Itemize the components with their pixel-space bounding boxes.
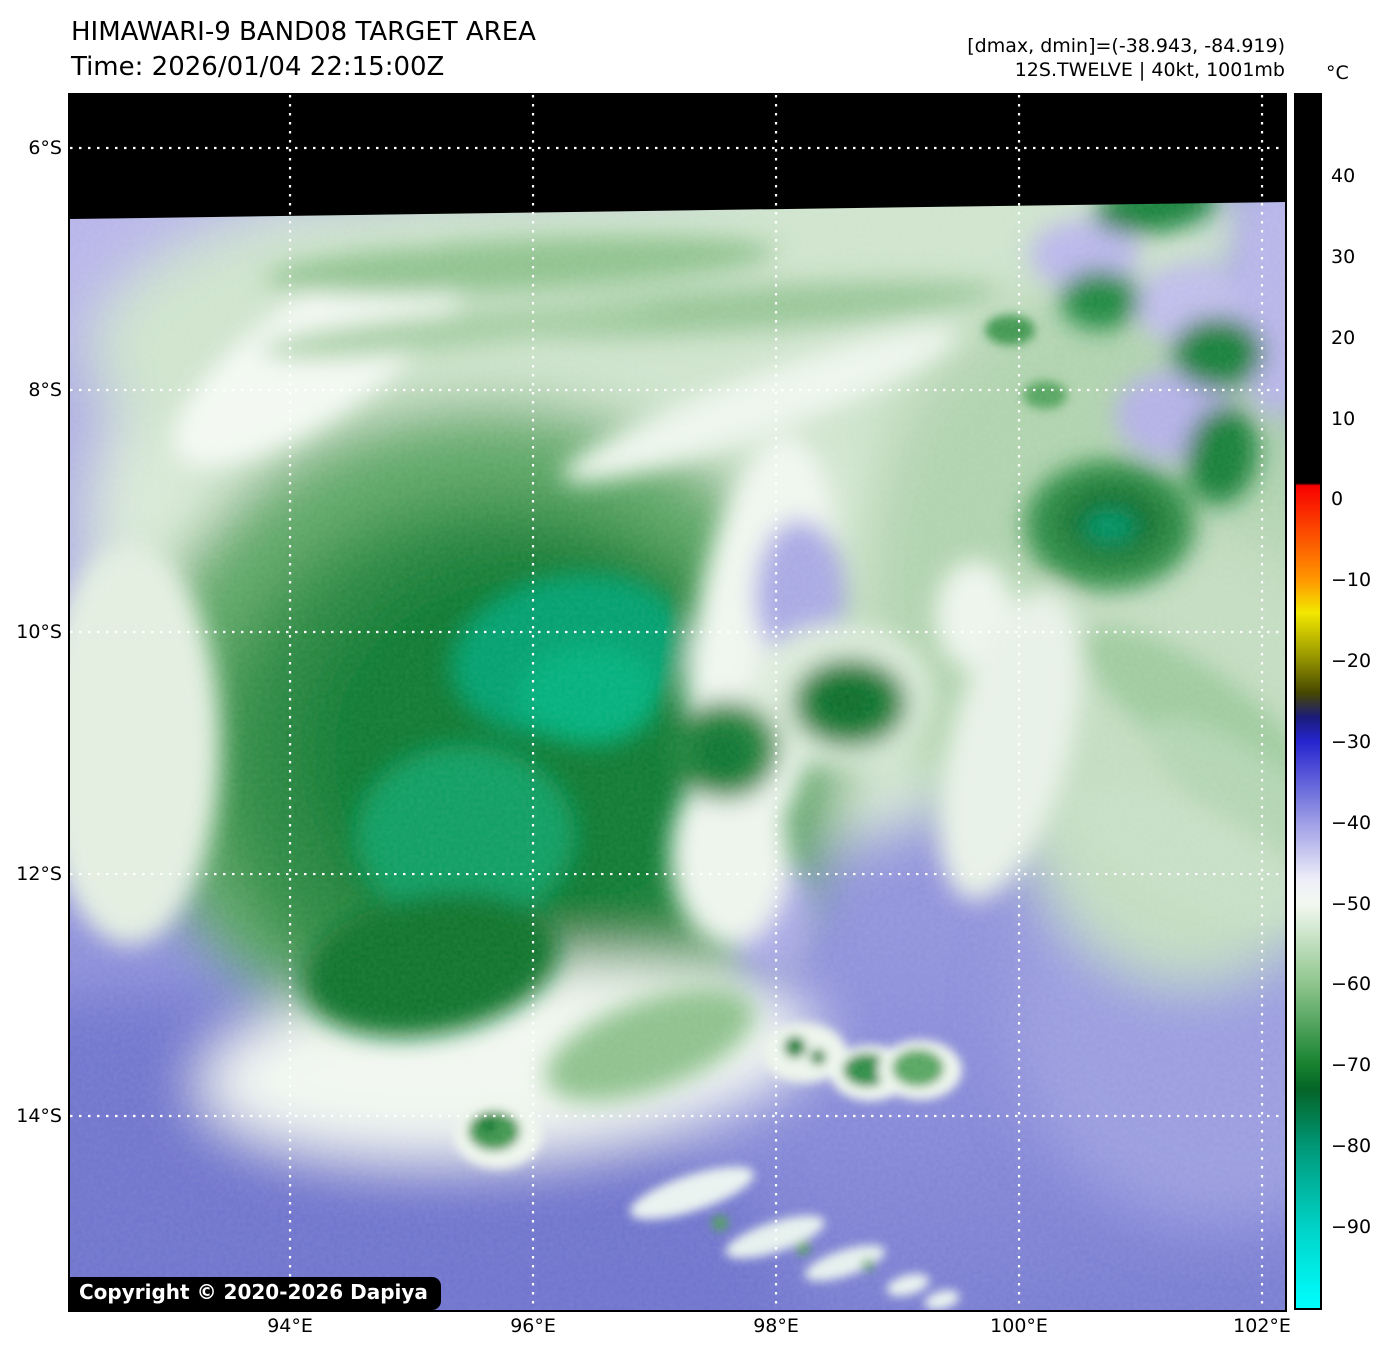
satellite-image bbox=[70, 95, 1285, 1310]
lat-tick-label: 14°S bbox=[16, 1104, 62, 1127]
lon-tick-label: 102°E bbox=[1233, 1315, 1291, 1337]
colorbar-tick-label: 40 bbox=[1331, 164, 1356, 187]
colorbar-tick-label: −10 bbox=[1331, 569, 1372, 592]
lon-tick-label: 98°E bbox=[753, 1315, 799, 1337]
range-annotation: [dmax, dmin]=(-38.943, -84.919) bbox=[967, 35, 1285, 57]
lon-tick-label: 94°E bbox=[267, 1315, 313, 1337]
lon-tick-label: 100°E bbox=[990, 1315, 1048, 1337]
colorbar-tick-label: 10 bbox=[1331, 407, 1356, 430]
colorbar-tick-label: −60 bbox=[1331, 973, 1372, 996]
colorbar-tick-label: −40 bbox=[1331, 811, 1372, 834]
lat-tick-label: 12°S bbox=[16, 863, 62, 886]
colorbar-tick-label: −50 bbox=[1331, 892, 1372, 915]
colorbar-tick-label: 0 bbox=[1331, 488, 1344, 511]
lon-tick-label: 96°E bbox=[510, 1315, 556, 1337]
annotation-block: [dmax, dmin]=(-38.943, -84.919) 12S.TWEL… bbox=[967, 34, 1285, 82]
lat-tick-label: 8°S bbox=[28, 379, 62, 401]
colorbar-tick-label: −20 bbox=[1331, 650, 1372, 673]
storm-annotation: 12S.TWELVE | 40kt, 1001mb bbox=[1014, 59, 1285, 81]
colorbar-tick-label: −70 bbox=[1331, 1054, 1372, 1077]
figure-title: HIMAWARI-9 BAND08 TARGET AREA bbox=[71, 17, 536, 47]
lat-axis: 6°S 8°S 10°S 12°S 14°S bbox=[0, 95, 62, 1310]
colorbar-tick-label: 30 bbox=[1331, 245, 1356, 268]
lon-axis: 94°E 96°E 98°E 100°E 102°E bbox=[70, 1315, 1291, 1341]
colorbar bbox=[1294, 93, 1322, 1310]
colorbar-gradient bbox=[1296, 95, 1320, 1308]
figure-time: Time: 2026/01/04 22:15:00Z bbox=[71, 52, 445, 82]
colorbar-tick-label: −90 bbox=[1331, 1216, 1372, 1239]
image-noise-texture bbox=[70, 95, 1285, 1310]
colorbar-unit-label: °C bbox=[1326, 62, 1349, 84]
copyright-badge: Copyright © 2020-2026 Dapiya bbox=[70, 1277, 441, 1310]
colorbar-tick-label: −30 bbox=[1331, 730, 1372, 753]
lat-tick-label: 10°S bbox=[16, 621, 62, 644]
colorbar-tick-label: −80 bbox=[1331, 1135, 1372, 1158]
no-data-band bbox=[70, 95, 1285, 219]
grid-overlay bbox=[70, 95, 1285, 1310]
lat-tick-label: 6°S bbox=[28, 136, 62, 159]
colorbar-tick-label: 20 bbox=[1331, 326, 1356, 349]
colorbar-ticks: 40 30 20 10 0 −10 −20 −30 −40 −50 −60 −70 −80 −90 bbox=[1331, 95, 1388, 1308]
map-panel: Copyright © 2020-2026 Dapiya bbox=[68, 93, 1287, 1312]
title-block: HIMAWARI-9 BAND08 TARGET AREA Time: 2026… bbox=[71, 15, 536, 85]
